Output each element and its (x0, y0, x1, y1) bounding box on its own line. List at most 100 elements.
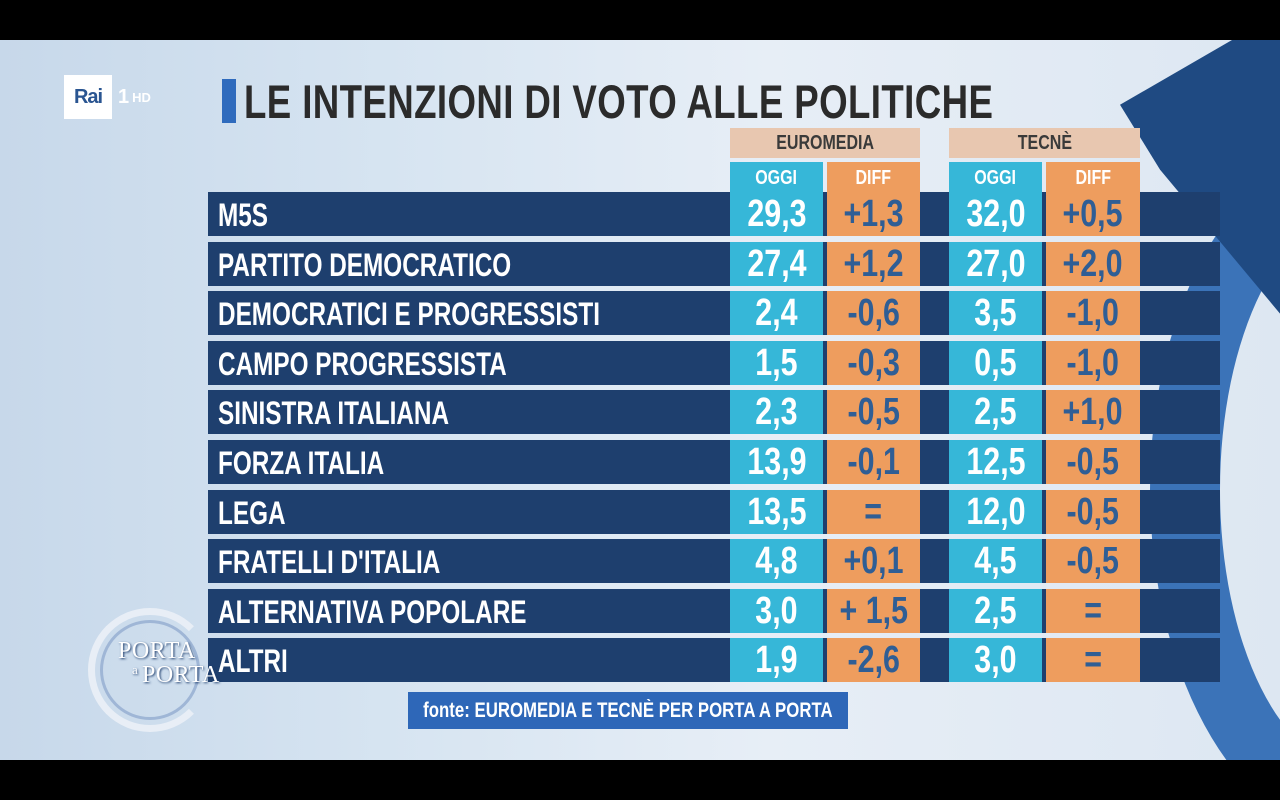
show-logo-ring (88, 608, 212, 732)
cell-value: +0,1 (843, 539, 904, 582)
cell-value: +1,3 (843, 192, 904, 235)
cell-euromedia-diff: = (827, 490, 920, 534)
cell-value: 2,5 (974, 390, 1017, 433)
cell-tecne-oggi: 4,5 (949, 539, 1042, 583)
cell-value: -0,1 (847, 440, 900, 483)
cell-euromedia-diff: -0,3 (827, 341, 920, 385)
cell-value: 2,5 (974, 589, 1017, 632)
rai-logo-box: Rai (64, 75, 112, 119)
party-name: SINISTRA ITALIANA (218, 395, 450, 431)
cell-value: -0,5 (1066, 539, 1120, 582)
cell-value: 12,5 (965, 440, 1026, 483)
cell-euromedia-diff: +1,2 (827, 242, 920, 286)
show-logo-line2: a (132, 662, 139, 677)
source-header-euromedia: EUROMEDIA (730, 128, 920, 158)
cell-euromedia-oggi: 29,3 (730, 192, 823, 236)
col-header-tecne-diff: DIFF (1046, 162, 1140, 194)
chart-title: LE INTENZIONI DI VOTO ALLE POLITICHE (244, 75, 994, 128)
cell-tecne-oggi: 3,5 (949, 291, 1042, 335)
cell-tecne-diff: -0,5 (1046, 539, 1140, 583)
cell-euromedia-oggi: 4,8 (730, 539, 823, 583)
cell-tecne-oggi: 2,5 (949, 589, 1042, 633)
hd-label: HD (132, 89, 151, 105)
party-name: FRATELLI D'ITALIA (218, 544, 441, 580)
title-accent-bar (222, 79, 236, 123)
source-header-tecne: TECNÈ (949, 128, 1140, 158)
cell-tecne-diff: = (1046, 589, 1140, 633)
party-name: ALTRI (218, 643, 288, 679)
show-logo-line1: PORTA (118, 638, 196, 664)
cell-value: = (864, 490, 883, 533)
col-header-euromedia-oggi: OGGI (730, 162, 823, 194)
party-name: PARTITO DEMOCRATICO (218, 247, 512, 283)
cell-tecne-oggi: 0,5 (949, 341, 1042, 385)
channel-logo: Rai 1 HD (64, 75, 151, 119)
cell-value: 1,5 (755, 341, 798, 384)
cell-tecne-oggi: 32,0 (949, 192, 1042, 236)
source-note: fonte: EUROMEDIA E TECNÈ PER PORTA A POR… (408, 692, 848, 729)
cell-value: +2,0 (1062, 242, 1124, 285)
cell-value: -2,6 (847, 638, 900, 681)
party-name: ALTERNATIVA POPOLARE (218, 594, 527, 630)
cell-value: 3,5 (974, 291, 1017, 334)
cell-value: -0,6 (847, 291, 900, 334)
cell-tecne-oggi: 3,0 (949, 638, 1042, 682)
cell-tecne-oggi: 12,0 (949, 490, 1042, 534)
cell-value: = (1084, 638, 1102, 681)
party-name: M5S (218, 197, 269, 233)
cell-value: -0,5 (1066, 440, 1120, 483)
col-header-euromedia-diff: DIFF (827, 162, 920, 194)
cell-value: 0,5 (974, 341, 1017, 384)
cell-euromedia-oggi: 27,4 (730, 242, 823, 286)
cell-value: +1,2 (843, 242, 904, 285)
cell-tecne-diff: +2,0 (1046, 242, 1140, 286)
cell-value: 12,0 (965, 490, 1026, 533)
show-logo-inner-ring (100, 620, 200, 720)
cell-tecne-diff: = (1046, 638, 1140, 682)
cell-value: + 1,5 (839, 589, 908, 632)
show-logo-line3: PORTA (142, 662, 220, 688)
party-name: CAMPO PROGRESSISTA (218, 346, 507, 382)
cell-euromedia-diff: +0,1 (827, 539, 920, 583)
show-logo: PORTA a PORTA (88, 600, 228, 750)
cell-tecne-diff: +1,0 (1046, 390, 1140, 434)
cell-tecne-oggi: 12,5 (949, 440, 1042, 484)
cell-euromedia-oggi: 2,4 (730, 291, 823, 335)
cell-value: 13,5 (746, 490, 807, 533)
cell-euromedia-diff: +1,3 (827, 192, 920, 236)
cell-value: +1,0 (1062, 390, 1124, 433)
cell-euromedia-oggi: 1,9 (730, 638, 823, 682)
cell-euromedia-diff: -0,5 (827, 390, 920, 434)
cell-value: 2,4 (755, 291, 798, 334)
cell-tecne-diff: -1,0 (1046, 291, 1140, 335)
cell-value: 1,9 (755, 638, 798, 681)
cell-value: -0,5 (847, 390, 900, 433)
cell-value: 4,5 (974, 539, 1017, 582)
cell-euromedia-oggi: 2,3 (730, 390, 823, 434)
cell-value: 27,0 (965, 242, 1026, 285)
cell-tecne-diff: -0,5 (1046, 440, 1140, 484)
cell-value: -0,5 (1066, 490, 1120, 533)
cell-euromedia-diff: + 1,5 (827, 589, 920, 633)
cell-tecne-oggi: 2,5 (949, 390, 1042, 434)
party-name: LEGA (218, 495, 286, 531)
cell-value: -1,0 (1066, 291, 1120, 334)
cell-tecne-diff: -1,0 (1046, 341, 1140, 385)
cell-value: 3,0 (974, 638, 1017, 681)
cell-euromedia-diff: -0,6 (827, 291, 920, 335)
cell-value: 4,8 (755, 539, 798, 582)
cell-tecne-diff: -0,5 (1046, 490, 1140, 534)
cell-value: 32,0 (965, 192, 1026, 235)
cell-value: +0,5 (1062, 192, 1124, 235)
channel-number: 1 (118, 85, 130, 108)
cell-value: 3,0 (755, 589, 798, 632)
cell-euromedia-diff: -2,6 (827, 638, 920, 682)
cell-euromedia-oggi: 3,0 (730, 589, 823, 633)
cell-tecne-diff: +0,5 (1046, 192, 1140, 236)
cell-euromedia-diff: -0,1 (827, 440, 920, 484)
cell-euromedia-oggi: 13,5 (730, 490, 823, 534)
cell-value: 13,9 (746, 440, 807, 483)
cell-value: -0,3 (847, 341, 900, 384)
party-name: DEMOCRATICI E PROGRESSISTI (218, 296, 600, 332)
cell-value: = (1084, 589, 1102, 632)
